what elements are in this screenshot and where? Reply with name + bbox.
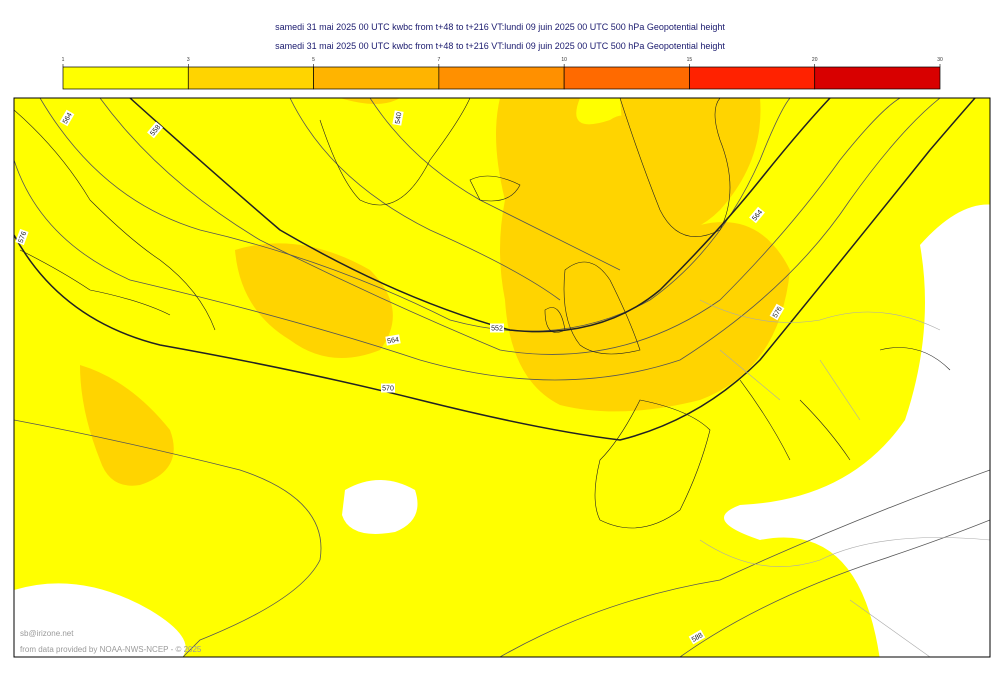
contour-label: 540	[392, 110, 404, 126]
colorbar-segment	[563, 66, 690, 90]
contour-label-text: 576	[18, 231, 29, 244]
contour-label-text: 540	[395, 112, 404, 125]
orange-area	[235, 243, 393, 358]
contour-label: 552	[490, 323, 504, 333]
title-line: samedi 31 mai 2025 00 UTC kwbc from t+48…	[275, 22, 725, 32]
contour-label: 576	[15, 228, 29, 246]
colorbar-segment	[814, 66, 941, 90]
orange-area	[340, 98, 400, 104]
contour-label-bg	[147, 121, 163, 139]
map-background	[14, 98, 990, 657]
contour-label-bg	[749, 206, 765, 224]
colorbar-label: 1	[62, 57, 65, 63]
white-area	[342, 480, 418, 534]
borders	[699, 299, 990, 657]
colorbar: 1 3 5 7 10 15 20 30	[62, 57, 943, 90]
contour-label-text: 564	[387, 337, 400, 346]
contour-label-bg	[385, 334, 401, 346]
contour-label: 588	[688, 629, 706, 645]
contour-label: 570	[381, 383, 395, 393]
contour-label-bg	[769, 303, 785, 321]
colorbar-segment	[62, 66, 189, 90]
colorbar-label: 15	[687, 57, 693, 63]
contour-label-bg	[15, 228, 29, 246]
white-area	[14, 583, 186, 657]
contour-label-text: 576	[772, 306, 784, 320]
orange-area	[80, 365, 174, 486]
contour-label-text: 564	[62, 112, 74, 126]
contour-label: 576	[769, 303, 785, 321]
colorbar-label: 20	[812, 57, 818, 63]
contour-label-text: 552	[491, 326, 503, 333]
orange-area	[496, 98, 790, 412]
contour-label-bg	[381, 383, 395, 393]
contour-label: 564	[385, 334, 401, 346]
colorbar-label: 3	[187, 57, 190, 63]
contour-label: 564	[59, 109, 75, 127]
orange-area	[620, 98, 761, 236]
source: from data provided by NOAA-NWS-NCEP - © …	[20, 645, 202, 654]
colorbar-label: 30	[937, 57, 943, 63]
colorbar-segment	[438, 66, 565, 90]
colorbar-label: 7	[437, 57, 440, 63]
colorbar-label: 5	[312, 57, 315, 63]
credit: sb@irizone.net	[20, 629, 74, 638]
contour-label-bg	[688, 629, 706, 645]
colorbar-segment	[689, 66, 816, 90]
colorbar-segment	[187, 66, 314, 90]
contour-label-bg	[392, 110, 404, 126]
contour-label-text: 588	[691, 632, 705, 644]
coastlines	[14, 98, 951, 529]
main-contours	[14, 98, 976, 441]
colorbar-segment	[313, 66, 440, 90]
title-line: samedi 31 mai 2025 00 UTC kwbc from t+48…	[275, 41, 725, 51]
contour-label-bg	[59, 109, 75, 127]
contour-label-bg	[490, 323, 504, 333]
contour-label-text: 570	[382, 386, 394, 393]
colorbar-label: 10	[561, 57, 567, 63]
map-frame	[13, 97, 991, 658]
white-area	[724, 204, 990, 657]
